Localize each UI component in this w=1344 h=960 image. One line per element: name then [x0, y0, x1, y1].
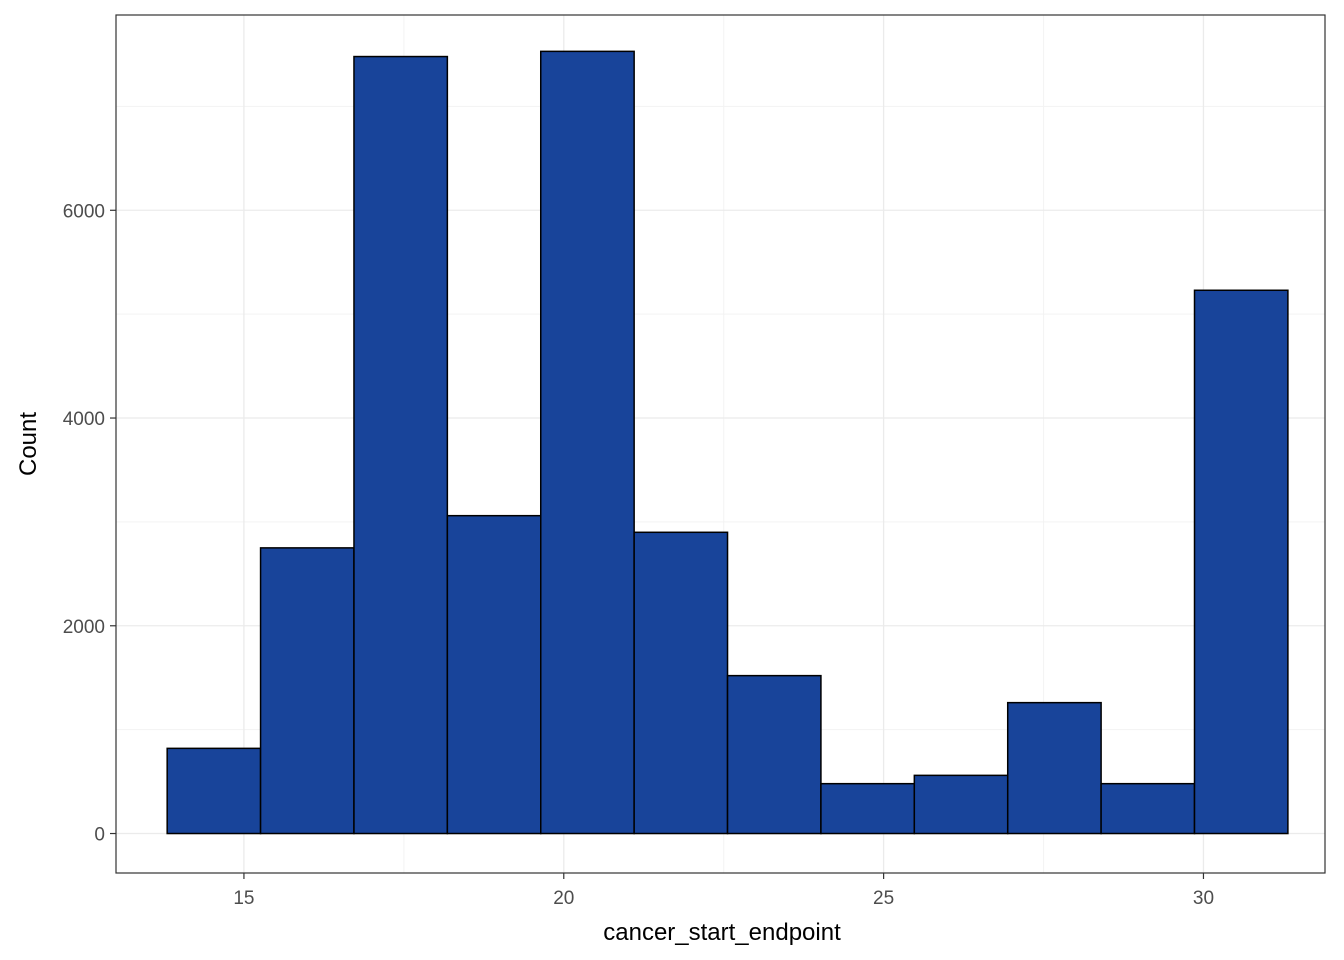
histogram-bar: [1193, 289, 1289, 835]
y-tick-label: 6000: [63, 201, 105, 222]
histogram-bar: [633, 531, 729, 835]
x-tick-label: 25: [873, 888, 894, 909]
histogram-bar: [259, 547, 355, 835]
x-axis-title: cancer_start_endpoint: [603, 919, 841, 946]
histogram-bar: [726, 674, 822, 835]
histogram-bar: [1100, 782, 1196, 835]
x-tick-label: 20: [553, 888, 574, 909]
histogram-bar: [166, 747, 262, 835]
histogram-bar: [539, 50, 635, 835]
y-axis-title: Count: [15, 412, 42, 476]
x-axis-ticks: 15 20 25 30: [233, 873, 1214, 909]
panel-border: [115, 14, 1326, 874]
x-tick-label: 15: [233, 888, 254, 909]
histogram-bar: [913, 774, 1009, 835]
histogram-bar: [446, 514, 542, 835]
y-axis-ticks: 0 2000 4000 6000: [63, 201, 116, 846]
histogram-bar: [820, 782, 916, 835]
histogram-bar: [353, 55, 449, 835]
x-tick-label: 30: [1193, 888, 1214, 909]
y-tick-label: 2000: [63, 617, 105, 638]
y-tick-label: 4000: [63, 409, 105, 430]
y-tick-label: 0: [94, 825, 105, 846]
histogram-bars: [166, 50, 1289, 835]
histogram-bar: [1006, 701, 1102, 835]
